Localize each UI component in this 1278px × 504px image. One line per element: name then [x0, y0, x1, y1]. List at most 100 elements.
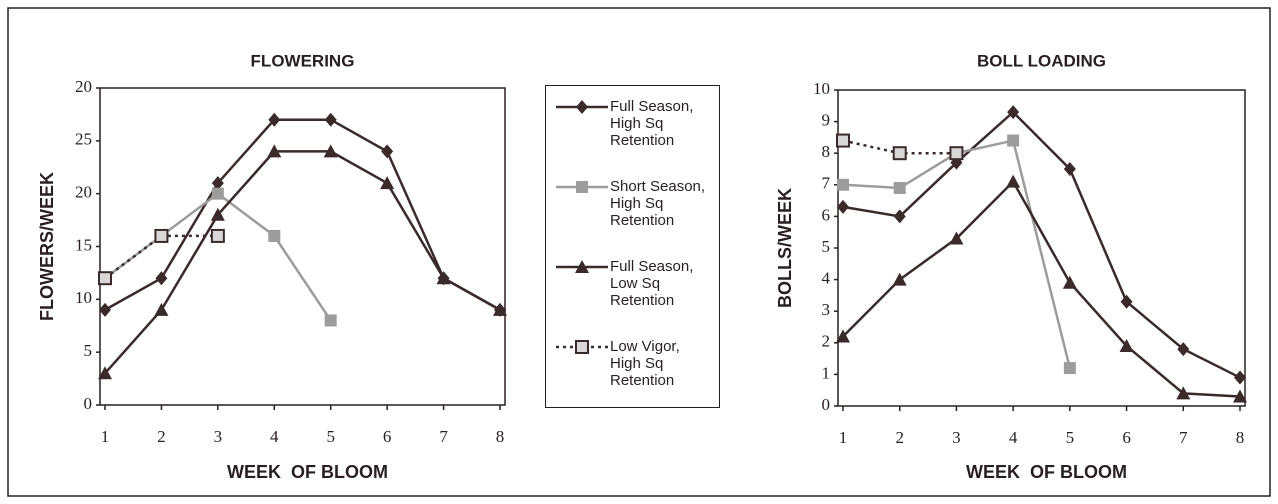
marker: [893, 181, 906, 194]
series-line: [842, 110, 1241, 379]
series-line: [842, 179, 1241, 398]
marker: [154, 302, 169, 316]
x-tick-label: 5: [1066, 428, 1075, 447]
legend-label: Full Season, Low Sq Retention: [610, 258, 694, 309]
x-tick-label: 7: [439, 427, 448, 446]
y-tick-label: 5: [84, 341, 93, 360]
y-tick-label: 5: [822, 237, 831, 256]
marker: [210, 228, 225, 243]
legend-entry: Short Season, High Sq Retention: [554, 178, 710, 229]
y-tick-label: 10: [813, 79, 830, 98]
y-tick-label: 2: [822, 332, 831, 351]
marker: [267, 144, 282, 158]
chart-title: FLOWERING: [251, 51, 355, 70]
x-tick-label: 8: [496, 427, 505, 446]
marker: [1006, 174, 1021, 188]
y-tick-label: 8: [822, 142, 831, 161]
y-tick-label: 25: [75, 130, 92, 149]
marker: [1233, 389, 1247, 403]
legend-entry: Full Season, Low Sq Retention: [554, 258, 710, 309]
x-tick-label: 5: [326, 427, 335, 446]
marker: [892, 146, 907, 161]
marker: [210, 207, 225, 221]
y-tick-label: 0: [822, 395, 831, 414]
marker: [836, 329, 850, 343]
marker: [1176, 386, 1191, 400]
legend-swatch: [556, 181, 608, 193]
legend-swatch: [556, 260, 608, 273]
marker: [893, 209, 906, 224]
marker: [1062, 275, 1077, 289]
marker: [949, 146, 964, 161]
marker: [1007, 134, 1020, 147]
marker: [99, 302, 111, 317]
marker: [493, 302, 507, 316]
marker: [837, 178, 849, 191]
y-tick-label: 20: [75, 183, 92, 202]
legend-label: Short Season, High Sq Retention: [610, 178, 706, 229]
x-tick-label: 1: [101, 427, 110, 446]
plot-frame: [99, 87, 506, 406]
marker: [1119, 338, 1134, 352]
marker: [576, 181, 588, 193]
marker: [98, 366, 112, 380]
legend-label: Full Season, High Sq Retention: [610, 98, 694, 149]
marker: [1063, 162, 1076, 176]
series-line: [104, 118, 501, 311]
x-axis-label: WEEK OF BLOOM: [966, 462, 1127, 482]
y-tick-label: 20: [75, 77, 92, 96]
x-tick-label: 7: [1179, 428, 1188, 447]
x-tick-label: 4: [1009, 428, 1018, 447]
marker: [575, 260, 589, 273]
marker: [98, 271, 112, 286]
y-tick-label: 7: [822, 174, 831, 193]
marker: [324, 112, 337, 127]
x-axis-label: WEEK OF BLOOM: [227, 462, 388, 482]
marker: [837, 199, 849, 214]
marker: [323, 144, 338, 158]
marker: [324, 314, 337, 327]
y-tick-label: 1: [822, 363, 831, 382]
marker: [268, 112, 281, 127]
marker: [436, 271, 451, 285]
marker: [211, 176, 224, 191]
marker: [155, 271, 168, 286]
marker: [1234, 370, 1246, 385]
x-tick-label: 4: [270, 427, 279, 446]
legend-entry: Low Vigor, High Sq Retention: [554, 338, 710, 389]
y-tick-label: 3: [822, 300, 831, 319]
y-tick-label: 4: [822, 269, 831, 288]
marker: [1063, 362, 1076, 375]
x-tick-label: 3: [952, 428, 961, 447]
legend-swatch: [556, 100, 608, 114]
marker: [380, 176, 395, 190]
marker: [575, 340, 589, 354]
marker: [268, 229, 281, 242]
marker: [576, 100, 588, 114]
x-tick-label: 6: [383, 427, 392, 446]
x-tick-label: 3: [214, 427, 223, 446]
x-tick-label: 2: [157, 427, 166, 446]
x-tick-label: 8: [1236, 428, 1245, 447]
y-axis-label: FLOWERS/WEEK: [37, 172, 57, 321]
legend: Full Season, High Sq Retention Short Seas…: [545, 85, 720, 408]
marker: [1177, 342, 1190, 357]
y-tick-label: 9: [822, 111, 831, 130]
x-tick-label: 2: [895, 428, 904, 447]
y-tick-label: 15: [75, 235, 92, 254]
marker: [949, 231, 964, 245]
marker: [154, 228, 169, 243]
y-axis-label: BOLLS/WEEK: [775, 188, 795, 308]
series-line: [842, 139, 1072, 369]
plot-frame: [837, 89, 1246, 407]
marker: [211, 187, 224, 200]
marker: [836, 133, 850, 148]
frame: [7, 7, 1271, 497]
legend-label: Low Vigor, High Sq Retention: [610, 338, 680, 389]
legend-entry: Full Season, High Sq Retention: [554, 98, 710, 149]
y-tick-label: 0: [84, 394, 93, 413]
y-tick-label: 10: [75, 288, 92, 307]
x-tick-label: 1: [839, 428, 848, 447]
